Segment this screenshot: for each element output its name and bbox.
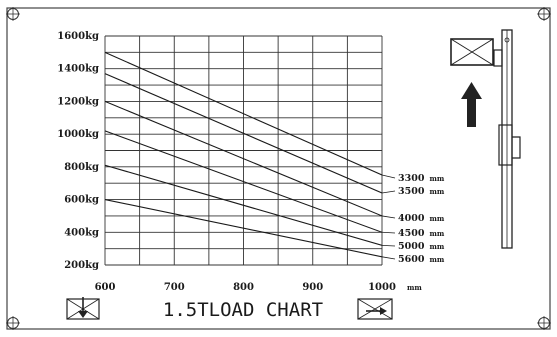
x-tick-label: 600 [95,282,116,293]
series-label-4500: 4500 mm [398,228,445,239]
series-leader-line [381,215,396,219]
corner-screw-icon [537,316,551,330]
corner-screw-icon [537,7,551,21]
series-label-5600: 5600 mm [398,254,445,265]
corner-screw-icon [6,7,20,21]
y-tick-label: 600kg [64,195,99,206]
x-tick-label: 800 [233,282,254,293]
x-tick-label: 1000 [368,282,396,293]
chart-title: 1.5TLOAD CHART [163,299,323,321]
x-tick-labels: 600 700 800 900 1000 [95,282,396,293]
y-tick-label: 400kg [64,227,99,238]
series-leader-line [381,174,396,179]
series-line-5000 [104,164,383,246]
chart-grid [104,35,383,266]
chart-series [104,51,396,260]
series-leader-line [381,244,396,247]
y-tick-label: 1000kg [57,129,99,140]
series-label-4000: 4000 mm [398,213,445,224]
y-tick-label: 1600kg [57,31,99,42]
y-tick-label: 1400kg [57,64,99,75]
load-box-icon [450,38,494,66]
x-tick-label: 700 [164,282,185,293]
series-leader-line [381,231,396,234]
y-tick-label: 1200kg [57,96,99,107]
series-label-5000: 5000 mm [398,241,445,252]
y-tick-labels: 200kg 400kg 600kg 800kg 1000kg 1200kg 1400kg 16… [57,31,99,271]
x-unit-label: mm [407,283,422,292]
series-line-3500 [104,73,383,194]
x-tick-label: 900 [302,282,323,293]
series-line-5600 [104,199,383,258]
corner-screw-icon [6,316,20,330]
series-line-3300 [104,51,383,176]
plate-border [6,7,551,330]
series-line-4500 [104,130,383,233]
series-label-3300: 3300 mm [398,173,445,184]
y-tick-label: 200kg [64,260,99,271]
pallet-forward-icon [357,298,393,320]
pallet-down-icon [66,297,100,320]
series-leader-line [381,190,396,194]
mast-side-view-icon [493,29,521,249]
series-leader-line [381,256,396,260]
y-tick-label: 800kg [64,162,99,173]
series-line-4000 [104,100,383,217]
series-label-3500: 3500 mm [398,186,445,197]
series-labels: 3300 mm 3500 mm 4000 mm 4500 mm 5000 mm 5600 mm [398,173,445,265]
lift-up-arrow-icon [461,82,482,127]
